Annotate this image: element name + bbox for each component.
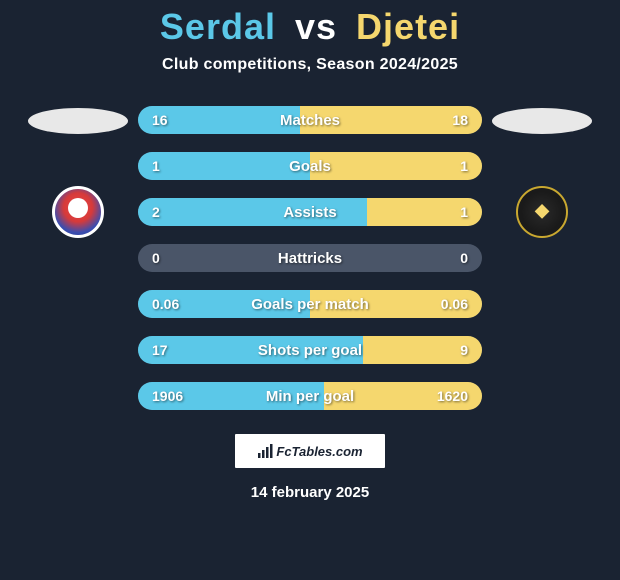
stat-fill-left xyxy=(138,152,310,180)
stat-value-right: 1 xyxy=(460,158,468,174)
subtitle: Club competitions, Season 2024/2025 xyxy=(162,56,458,74)
vs-label: vs xyxy=(295,6,337,47)
stat-value-right: 1620 xyxy=(437,388,468,404)
right-column xyxy=(482,106,602,238)
stat-bar: 1 1 Goals xyxy=(138,152,482,180)
stat-label: Goals per match xyxy=(251,296,369,313)
player2-name: Djetei xyxy=(356,6,460,47)
stat-value-left: 1 xyxy=(152,158,160,174)
player2-silhouette xyxy=(492,108,592,134)
stat-bar: 17 9 Shots per goal xyxy=(138,336,482,364)
footer-date: 14 february 2025 xyxy=(251,484,369,501)
title: Serdal vs Djetei xyxy=(160,6,460,48)
stat-bar: 1906 1620 Min per goal xyxy=(138,382,482,410)
left-column xyxy=(18,106,138,238)
stat-value-right: 18 xyxy=(452,112,468,128)
stat-bar: 0 0 Hattricks xyxy=(138,244,482,272)
stat-value-left: 17 xyxy=(152,342,168,358)
stat-value-left: 16 xyxy=(152,112,168,128)
stats-column: 16 18 Matches 1 1 Goals 2 1 Assists 0 0 Hattricks 0.… xyxy=(138,106,482,410)
stat-fill-right xyxy=(310,152,482,180)
stat-label: Shots per goal xyxy=(258,342,362,359)
stat-value-left: 0 xyxy=(152,250,160,266)
stat-value-left: 2 xyxy=(152,204,160,220)
stat-label: Matches xyxy=(280,112,340,129)
stat-value-right: 9 xyxy=(460,342,468,358)
stat-value-right: 1 xyxy=(460,204,468,220)
stat-value-left: 1906 xyxy=(152,388,183,404)
stat-bar: 0.06 0.06 Goals per match xyxy=(138,290,482,318)
main-row: 16 18 Matches 1 1 Goals 2 1 Assists 0 0 Hattricks 0.… xyxy=(0,106,620,410)
fctables-logo: FcTables.com xyxy=(235,434,385,468)
stat-label: Hattricks xyxy=(278,250,342,267)
stat-value-right: 0 xyxy=(460,250,468,266)
player1-silhouette xyxy=(28,108,128,134)
player1-club-badge xyxy=(52,186,104,238)
stat-bar: 16 18 Matches xyxy=(138,106,482,134)
logo-text: FcTables.com xyxy=(276,444,362,459)
stat-label: Goals xyxy=(289,158,331,175)
stat-value-left: 0.06 xyxy=(152,296,179,312)
stat-label: Min per goal xyxy=(266,388,354,405)
stat-bar: 2 1 Assists xyxy=(138,198,482,226)
logo-chart-icon xyxy=(257,444,273,458)
stat-label: Assists xyxy=(283,204,336,221)
comparison-card: Serdal vs Djetei Club competitions, Seas… xyxy=(0,0,620,580)
player2-club-badge xyxy=(516,186,568,238)
stat-value-right: 0.06 xyxy=(441,296,468,312)
player1-name: Serdal xyxy=(160,6,276,47)
